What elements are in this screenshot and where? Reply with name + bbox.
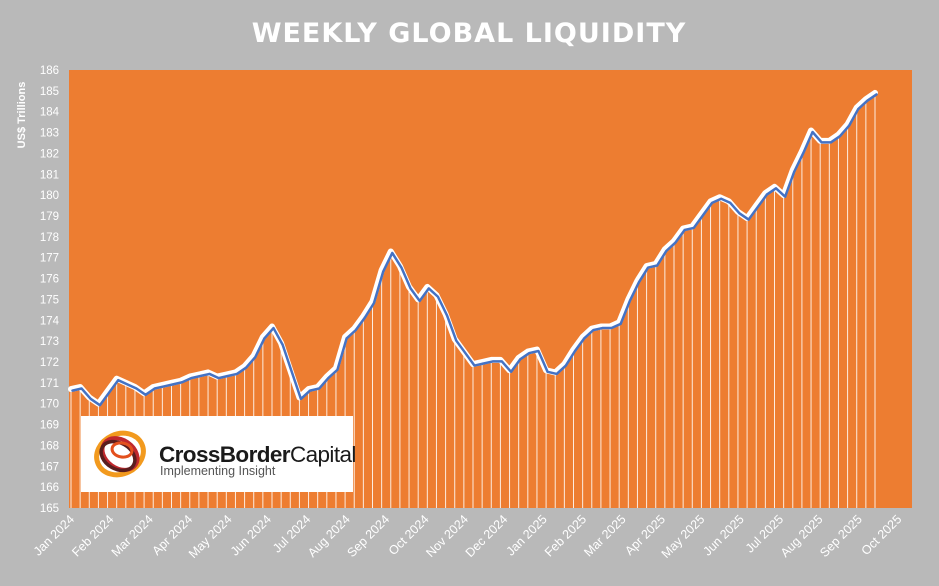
logo-emblem-icon (94, 430, 146, 478)
y-tick-label: 182 (40, 148, 59, 160)
y-tick-label: 181 (40, 169, 59, 181)
x-tick-label: Feb 2024 (69, 512, 116, 559)
x-tick-label: May 2025 (659, 512, 708, 561)
x-tick-label: Sep 2024 (345, 512, 393, 560)
x-tick-label: Mar 2024 (109, 512, 156, 559)
y-tick-label: 186 (40, 65, 59, 77)
y-tick-label: 177 (40, 253, 59, 265)
y-tick-label: 169 (40, 420, 59, 432)
chart-title: WEEKLY GLOBAL LIQUIDITY (252, 18, 687, 49)
x-tick-label: Oct 2025 (859, 512, 905, 558)
y-tick-label: 167 (40, 461, 59, 473)
y-tick-label: 168 (40, 440, 59, 452)
x-tick-label: Nov 2024 (423, 512, 471, 560)
x-tick-label: Dec 2024 (463, 512, 511, 560)
x-tick-label: Aug 2024 (305, 512, 353, 560)
y-tick-label: 183 (40, 128, 59, 140)
logo-company-part2: Capital (290, 442, 356, 467)
y-tick-label: 179 (40, 211, 59, 223)
y-tick-label: 174 (40, 315, 60, 327)
y-tick-label: 178 (40, 232, 59, 244)
y-tick-label: 165 (40, 503, 59, 515)
y-axis-label: US$ Trillions (16, 82, 28, 149)
logo-company-name: CrossBorderCapital (159, 442, 356, 467)
y-tick-label: 171 (40, 378, 59, 390)
x-tick-label: Feb 2025 (542, 512, 589, 559)
y-tick-label: 170 (40, 399, 59, 411)
series-line (71, 93, 878, 407)
x-tick-label: Aug 2025 (778, 512, 826, 560)
x-tick-label: May 2024 (186, 512, 235, 561)
y-tick-label: 185 (40, 86, 59, 98)
logo-background (81, 416, 353, 492)
y-tick-label: 172 (40, 357, 59, 369)
y-tick-label: 166 (40, 482, 59, 494)
logo-company-part1: CrossBorder (159, 442, 291, 467)
y-tick-label: 176 (40, 274, 59, 286)
y-tick-label: 180 (40, 190, 59, 202)
logo-tagline: Implementing Insight (160, 464, 276, 478)
x-tick-label: Jun 2025 (701, 512, 747, 558)
x-tick-label: Jun 2024 (228, 512, 274, 558)
x-tick-label: Sep 2025 (817, 512, 865, 560)
x-tick-label: Mar 2025 (581, 512, 628, 559)
y-tick-label: 173 (40, 336, 59, 348)
y-tick-label: 184 (40, 107, 60, 119)
y-tick-label: 175 (40, 294, 59, 306)
